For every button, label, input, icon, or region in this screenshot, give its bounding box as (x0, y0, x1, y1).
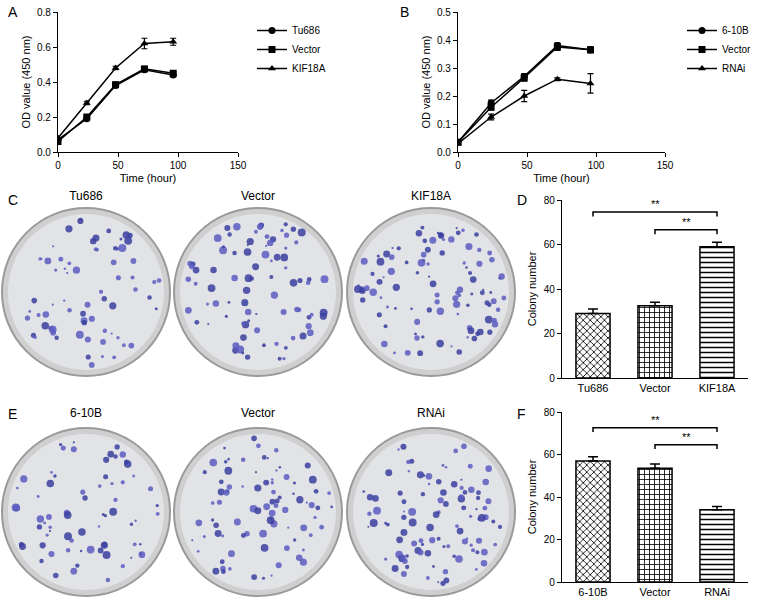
svg-text:OD value (450 nm): OD value (450 nm) (420, 36, 432, 129)
svg-text:Vector: Vector (292, 44, 321, 55)
svg-text:0.4: 0.4 (37, 77, 51, 88)
svg-text:Vector: Vector (241, 189, 275, 203)
svg-text:**: ** (651, 198, 660, 210)
svg-text:Time (hour): Time (hour) (533, 172, 589, 184)
svg-text:Vector: Vector (639, 382, 671, 394)
svg-text:Vector: Vector (722, 44, 751, 55)
svg-text:6-10B: 6-10B (70, 406, 102, 420)
svg-text:80: 80 (544, 195, 556, 206)
svg-text:**: ** (682, 431, 691, 443)
svg-text:6-10B: 6-10B (722, 25, 749, 36)
svg-text:150: 150 (230, 160, 247, 171)
svg-text:0: 0 (55, 160, 61, 171)
svg-text:50: 50 (112, 160, 124, 171)
svg-text:Tu686: Tu686 (69, 189, 103, 203)
svg-text:**: ** (682, 216, 691, 228)
svg-text:40: 40 (544, 284, 556, 295)
svg-text:0: 0 (549, 373, 555, 384)
svg-text:80: 80 (544, 407, 556, 418)
svg-text:Time (hour): Time (hour) (120, 172, 176, 184)
svg-text:KIF18A: KIF18A (411, 189, 451, 203)
svg-text:20: 20 (544, 534, 556, 545)
svg-text:50: 50 (521, 160, 533, 171)
svg-text:60: 60 (544, 239, 556, 250)
svg-text:KIF18A: KIF18A (292, 63, 326, 74)
svg-text:Colony number: Colony number (526, 459, 538, 534)
svg-text:0.0: 0.0 (437, 147, 451, 158)
svg-text:0.2: 0.2 (437, 91, 451, 102)
svg-text:0.0: 0.0 (37, 147, 51, 158)
svg-text:150: 150 (657, 160, 674, 171)
svg-text:KIF18A: KIF18A (699, 382, 736, 394)
svg-text:40: 40 (544, 492, 556, 503)
svg-text:Vector: Vector (241, 406, 275, 420)
svg-text:RNAi: RNAi (417, 406, 445, 420)
svg-text:D: D (517, 192, 527, 208)
svg-text:20: 20 (544, 328, 556, 339)
svg-text:0.8: 0.8 (37, 7, 51, 18)
svg-text:F: F (517, 406, 526, 422)
svg-text:0.2: 0.2 (37, 112, 51, 123)
svg-text:0.3: 0.3 (437, 63, 451, 74)
svg-text:Colony number: Colony number (526, 251, 538, 326)
svg-text:0.4: 0.4 (437, 35, 451, 46)
svg-text:A: A (8, 4, 18, 20)
svg-text:0.6: 0.6 (37, 42, 51, 53)
svg-text:Vector: Vector (639, 586, 671, 598)
svg-text:OD value (450 nm): OD value (450 nm) (20, 36, 32, 129)
svg-text:0: 0 (549, 577, 555, 588)
svg-text:E: E (8, 406, 17, 422)
svg-text:C: C (8, 192, 18, 208)
svg-text:0: 0 (455, 160, 461, 171)
svg-text:Tu686: Tu686 (578, 382, 609, 394)
svg-text:6-10B: 6-10B (578, 586, 607, 598)
svg-text:0.5: 0.5 (437, 7, 451, 18)
svg-text:100: 100 (588, 160, 605, 171)
svg-text:100: 100 (170, 160, 187, 171)
svg-text:RNAi: RNAi (722, 63, 745, 74)
svg-text:60: 60 (544, 449, 556, 460)
svg-text:Tu686: Tu686 (292, 25, 320, 36)
svg-text:B: B (400, 4, 409, 20)
svg-text:RNAi: RNAi (704, 586, 730, 598)
svg-text:**: ** (651, 414, 660, 426)
svg-text:0.1: 0.1 (437, 119, 451, 130)
